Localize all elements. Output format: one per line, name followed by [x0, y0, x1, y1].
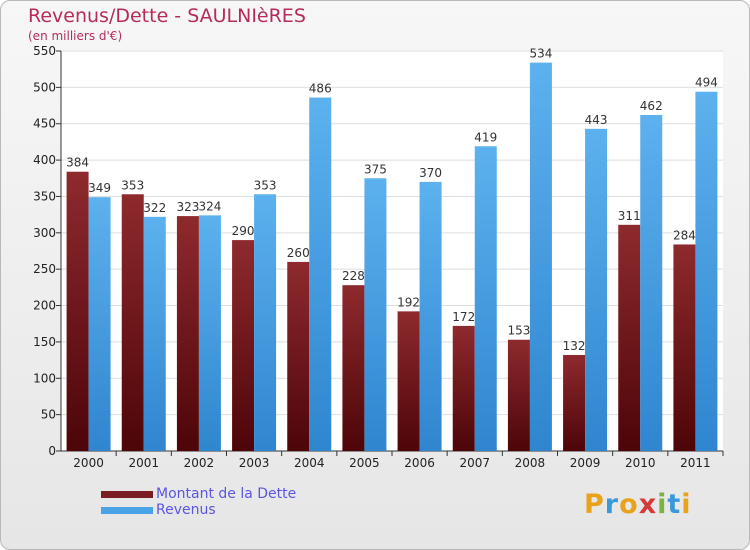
bar-revenus [198, 215, 221, 451]
legend-item-dette: Montant de la Dette [101, 486, 296, 502]
logo-letter: x [638, 489, 658, 520]
bar-dette [673, 244, 696, 451]
data-label-revenus: 349 [88, 181, 111, 195]
data-label-revenus: 324 [198, 199, 221, 213]
bar-revenus [309, 97, 332, 451]
x-tick-label: 2000 [73, 456, 104, 470]
data-label-revenus: 353 [254, 178, 277, 192]
bar-dette [287, 261, 310, 451]
y-tick-label: 100 [33, 371, 56, 385]
y-tick-label: 50 [41, 408, 56, 422]
x-tick-label: 2003 [239, 456, 270, 470]
data-label-dette: 311 [618, 209, 641, 223]
bar-dette [618, 224, 641, 451]
bar-revenus [695, 91, 718, 452]
bar-revenus [88, 197, 111, 451]
y-tick-label: 0 [48, 444, 56, 458]
data-label-dette: 323 [176, 200, 199, 214]
chart-title: Revenus/Dette - SAULNIèRES [28, 5, 306, 27]
logo-letter: i [657, 489, 668, 520]
data-label-dette: 290 [232, 224, 255, 238]
y-tick-label: 150 [33, 335, 56, 349]
data-label-dette: 284 [673, 228, 696, 242]
data-label-dette: 353 [121, 178, 144, 192]
data-label-dette: 260 [287, 246, 310, 260]
y-tick-label: 300 [33, 226, 56, 240]
legend-label-revenus: Revenus [156, 502, 216, 518]
bar-revenus [143, 216, 166, 451]
logo-letter: t [667, 489, 682, 520]
bar-revenus [364, 178, 387, 452]
y-tick-label: 450 [33, 117, 56, 131]
bar-revenus [640, 115, 663, 451]
data-label-dette: 132 [563, 339, 586, 353]
data-label-dette: 384 [66, 156, 89, 170]
x-tick-label: 2008 [515, 456, 546, 470]
bar-dette [507, 339, 530, 451]
y-tick-label: 350 [33, 189, 56, 203]
data-label-revenus: 419 [474, 130, 497, 144]
data-label-dette: 153 [507, 324, 530, 338]
bar-dette [176, 216, 199, 451]
data-label-revenus: 462 [640, 99, 663, 113]
plot-area [61, 51, 723, 451]
y-tick-label: 250 [33, 262, 56, 276]
data-label-dette: 228 [342, 269, 365, 283]
logo-letter: P [584, 489, 605, 520]
data-label-revenus: 486 [309, 82, 332, 96]
legend-label-dette: Montant de la Dette [156, 486, 297, 502]
logo-letter: o [619, 489, 639, 520]
x-tick-label: 2010 [625, 456, 656, 470]
x-tick-label: 2005 [349, 456, 380, 470]
bar-dette [563, 355, 586, 451]
bar-revenus [254, 194, 277, 452]
data-label-dette: 172 [452, 310, 475, 324]
legend-swatch-dette [101, 490, 153, 498]
x-tick-label: 2007 [459, 456, 490, 470]
bar-dette [452, 325, 475, 451]
data-label-revenus: 322 [143, 201, 166, 215]
x-tick-label: 2009 [570, 456, 601, 470]
data-label-revenus: 443 [585, 113, 608, 127]
legend-swatch-revenus [101, 506, 153, 514]
data-label-revenus: 534 [529, 47, 552, 61]
x-tick-label: 2001 [128, 456, 159, 470]
bar-dette [121, 194, 144, 452]
logo-letter: r [604, 489, 620, 520]
y-tick-label: 200 [33, 299, 56, 313]
x-tick-label: 2011 [680, 456, 711, 470]
data-label-dette: 192 [397, 295, 420, 309]
bar-dette [342, 285, 365, 451]
data-label-revenus: 494 [695, 76, 718, 90]
bar-revenus [474, 146, 497, 452]
data-label-revenus: 370 [419, 166, 442, 180]
chart-subtitle: (en milliers d'€) [28, 29, 123, 43]
bar-dette [66, 171, 89, 451]
proxiti-logo: Proxiti [584, 489, 692, 520]
logo-letter: i [681, 489, 692, 520]
data-label-revenus: 375 [364, 162, 387, 176]
x-tick-label: 2004 [294, 456, 325, 470]
bar-dette [232, 240, 255, 451]
x-tick-label: 2002 [184, 456, 215, 470]
bar-dette [397, 311, 420, 451]
y-tick-label: 400 [33, 153, 56, 167]
x-tick-label: 2006 [404, 456, 435, 470]
y-tick-label: 550 [33, 44, 56, 58]
y-tick-label: 500 [33, 80, 56, 94]
bar-revenus [419, 181, 442, 451]
bar-revenus [585, 128, 608, 451]
legend-item-revenus: Revenus [101, 502, 296, 518]
chart-legend: Montant de la Dette Revenus [101, 486, 296, 518]
bar-revenus [529, 62, 552, 452]
